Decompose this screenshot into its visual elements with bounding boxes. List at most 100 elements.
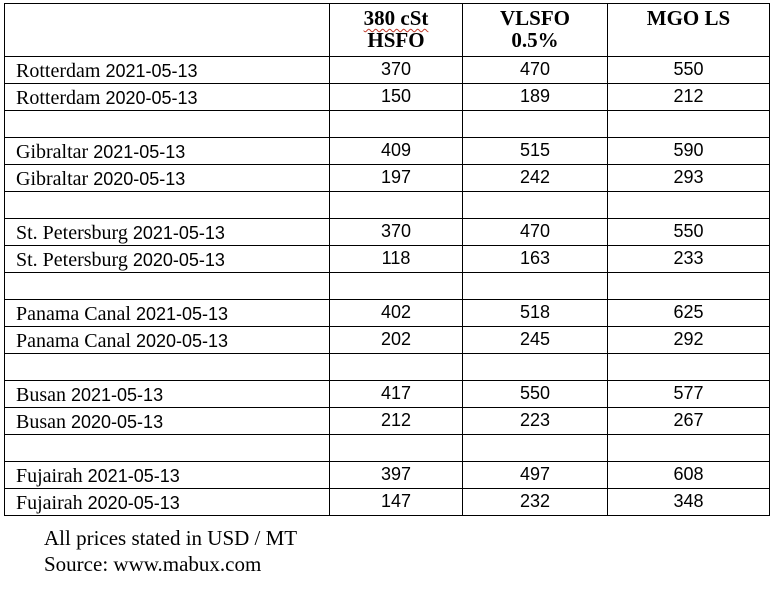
- mgo-price: 348: [607, 488, 770, 516]
- table-row: Rotterdam 2020-05-13 150 189 212: [4, 83, 770, 111]
- location-cell: Rotterdam 2020-05-13: [4, 83, 330, 111]
- hsfo-price: 202: [329, 326, 463, 354]
- table-row: Gibraltar 2020-05-13 197 242 293: [4, 164, 770, 192]
- table-row: Panama Canal 2021-05-13 402 518 625: [4, 299, 770, 327]
- port-name: St. Petersburg: [16, 249, 128, 271]
- vlsfo-header-line2: 0.5%: [511, 28, 559, 52]
- hsfo-price: 409: [329, 137, 463, 165]
- vlsfo-price: 232: [462, 488, 608, 516]
- vlsfo-price: 470: [462, 218, 608, 246]
- location-header: [4, 3, 330, 57]
- port-name: Busan: [16, 411, 66, 433]
- bunker-price-table: 380 cSt HSFO VLSFO 0.5% MGO LS Rotterdam…: [4, 3, 770, 516]
- port-name: Gibraltar: [16, 168, 89, 190]
- hsfo-price: 402: [329, 299, 463, 327]
- price-date: 2020-05-13: [132, 250, 225, 270]
- location-cell: Fujairah 2021-05-13: [4, 461, 330, 489]
- vlsfo-price: 245: [462, 326, 608, 354]
- price-date: 2021-05-13: [105, 61, 198, 81]
- spacer-row: [4, 353, 770, 381]
- vlsfo-price: 550: [462, 380, 608, 408]
- table-row: Fujairah 2021-05-13 397 497 608: [4, 461, 770, 489]
- hsfo-header-line1: 380 cSt: [363, 6, 429, 30]
- price-date: 2021-05-13: [135, 304, 229, 324]
- spacer-row: [4, 110, 770, 138]
- hsfo-price: 417: [329, 380, 463, 408]
- mgo-price: 212: [607, 83, 770, 111]
- mgo-price: 293: [607, 164, 770, 192]
- price-date: 2020-05-13: [135, 331, 229, 351]
- price-date: 2020-05-13: [105, 88, 198, 108]
- mgo-price: 550: [607, 218, 770, 246]
- header-row: 380 cSt HSFO VLSFO 0.5% MGO LS: [4, 3, 770, 57]
- source-note: Source: www.mabux.com: [44, 552, 262, 576]
- location-cell: Gibraltar 2021-05-13: [4, 137, 330, 165]
- price-date: 2020-05-13: [87, 493, 180, 513]
- hsfo-price: 118: [329, 245, 463, 273]
- vlsfo-price: 242: [462, 164, 608, 192]
- spacer-row: [4, 191, 770, 219]
- price-date: 2021-05-13: [93, 142, 186, 162]
- price-date: 2021-05-13: [87, 466, 180, 486]
- port-name: Panama Canal: [16, 303, 131, 325]
- mgo-header: MGO LS: [607, 3, 770, 57]
- port-name: Fujairah: [16, 465, 83, 487]
- table-row: St. Petersburg 2020-05-13 118 163 233: [4, 245, 770, 273]
- mgo-price: 292: [607, 326, 770, 354]
- hsfo-header: 380 cSt HSFO: [329, 3, 463, 57]
- hsfo-price: 370: [329, 56, 463, 84]
- location-cell: Busan 2020-05-13: [4, 407, 330, 435]
- port-name: Rotterdam: [16, 60, 101, 82]
- price-date: 2021-05-13: [71, 385, 164, 405]
- port-name: Gibraltar: [16, 141, 89, 163]
- port-name: Fujairah: [16, 492, 83, 514]
- units-note: All prices stated in USD / MT: [44, 526, 298, 550]
- hsfo-header-line2: HSFO: [367, 28, 425, 52]
- table-row: Panama Canal 2020-05-13 202 245 292: [4, 326, 770, 354]
- port-name: St. Petersburg: [16, 222, 128, 244]
- table-row: Rotterdam 2021-05-13 370 470 550: [4, 56, 770, 84]
- port-name: Rotterdam: [16, 87, 101, 109]
- port-name: Panama Canal: [16, 330, 131, 352]
- vlsfo-price: 223: [462, 407, 608, 435]
- location-cell: Gibraltar 2020-05-13: [4, 164, 330, 192]
- table-row: Fujairah 2020-05-13 147 232 348: [4, 488, 770, 516]
- price-date: 2021-05-13: [132, 223, 225, 243]
- table-row: St. Petersburg 2021-05-13 370 470 550: [4, 218, 770, 246]
- hsfo-price: 212: [329, 407, 463, 435]
- hsfo-price: 150: [329, 83, 463, 111]
- spacer-row: [4, 272, 770, 300]
- location-cell: St. Petersburg 2020-05-13: [4, 245, 330, 273]
- location-cell: Panama Canal 2021-05-13: [4, 299, 330, 327]
- location-cell: Panama Canal 2020-05-13: [4, 326, 330, 354]
- mgo-price: 590: [607, 137, 770, 165]
- vlsfo-price: 518: [462, 299, 608, 327]
- location-cell: Busan 2021-05-13: [4, 380, 330, 408]
- mgo-price: 267: [607, 407, 770, 435]
- location-cell: Fujairah 2020-05-13: [4, 488, 330, 516]
- vlsfo-header-line1: VLSFO: [499, 6, 570, 30]
- vlsfo-price: 189: [462, 83, 608, 111]
- price-date: 2020-05-13: [93, 169, 186, 189]
- price-date: 2020-05-13: [71, 412, 164, 432]
- port-name: Busan: [16, 384, 66, 406]
- location-cell: St. Petersburg 2021-05-13: [4, 218, 330, 246]
- vlsfo-price: 163: [462, 245, 608, 273]
- vlsfo-price: 515: [462, 137, 608, 165]
- mgo-price: 233: [607, 245, 770, 273]
- mgo-price: 625: [607, 299, 770, 327]
- spacer-row: [4, 434, 770, 462]
- hsfo-price: 397: [329, 461, 463, 489]
- vlsfo-price: 497: [462, 461, 608, 489]
- mgo-price: 608: [607, 461, 770, 489]
- vlsfo-header: VLSFO 0.5%: [462, 3, 608, 57]
- mgo-price: 577: [607, 380, 770, 408]
- hsfo-price: 370: [329, 218, 463, 246]
- table-row: Gibraltar 2021-05-13 409 515 590: [4, 137, 770, 165]
- hsfo-price: 147: [329, 488, 463, 516]
- mgo-price: 550: [607, 56, 770, 84]
- vlsfo-price: 470: [462, 56, 608, 84]
- hsfo-price: 197: [329, 164, 463, 192]
- table-row: Busan 2020-05-13 212 223 267: [4, 407, 770, 435]
- location-cell: Rotterdam 2021-05-13: [4, 56, 330, 84]
